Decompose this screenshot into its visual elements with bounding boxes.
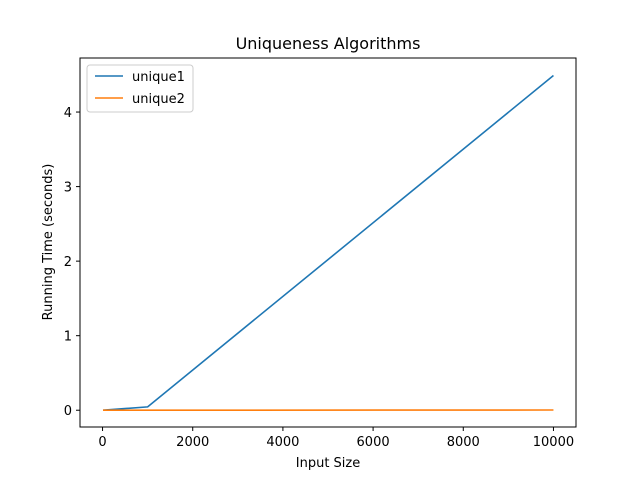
legend-label-unique1: unique1 [132, 70, 185, 85]
series-layer [102, 74, 554, 412]
y-tick-label: 2 [64, 255, 72, 270]
x-tick-label: 8000 [447, 435, 480, 450]
x-axis-label: Input Size [296, 456, 360, 471]
x-tick-label: 10000 [533, 435, 574, 450]
x-tick-label: 0 [98, 435, 106, 450]
x-tick-label: 4000 [266, 435, 299, 450]
x-tick-label: 2000 [176, 435, 209, 450]
axes-frame [79, 57, 577, 428]
y-axis-ticks: 0 1 2 3 4 [64, 106, 80, 419]
y-tick-label: 4 [64, 106, 72, 121]
y-tick-label: 3 [64, 181, 72, 196]
x-tick-label: 6000 [357, 435, 390, 450]
y-tick-label: 1 [64, 330, 72, 345]
y-tick-label: 0 [64, 404, 72, 419]
series-line-unique1 [102, 74, 554, 412]
legend: unique1 unique2 [86, 64, 194, 113]
legend-label-unique2: unique2 [132, 92, 185, 107]
y-axis-label: Running Time (seconds) [41, 164, 56, 321]
chart-title: Uniqueness Algorithms [236, 34, 421, 53]
x-axis-ticks: 0 2000 4000 6000 8000 10000 [98, 427, 574, 450]
